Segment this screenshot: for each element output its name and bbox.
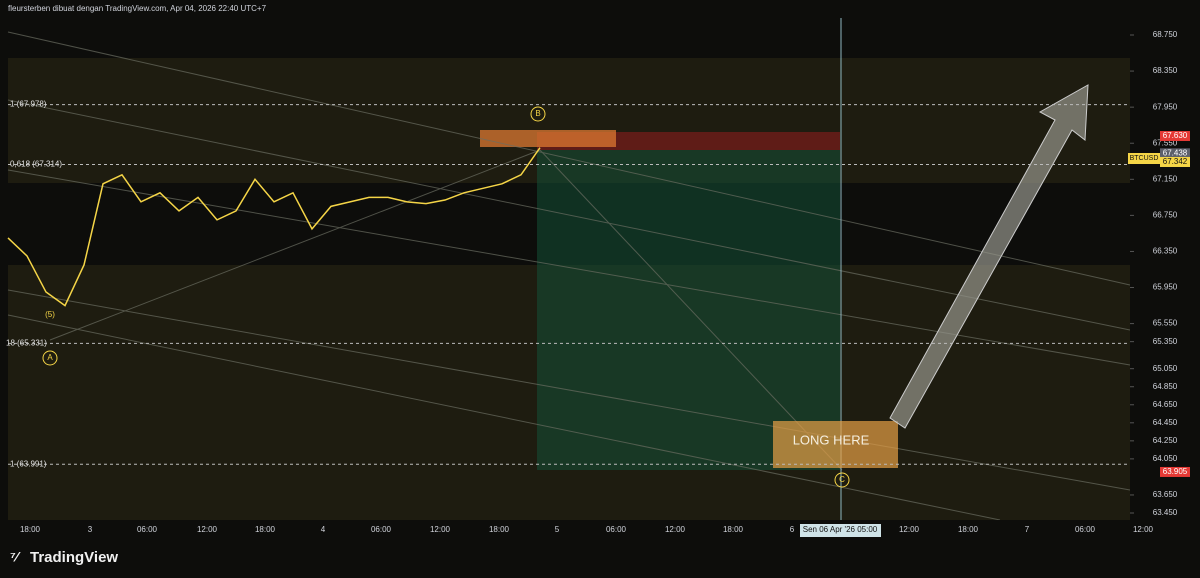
wave-label: C — [839, 475, 845, 484]
fib-label: 1 (63.991) — [10, 459, 47, 468]
price-badge — [1160, 156, 1190, 167]
time-axis — [0, 520, 1200, 578]
x-tick-label: 18:00 — [958, 525, 979, 534]
x-tick-label: 7 — [1025, 525, 1030, 534]
price-badge-label: 67.630 — [1163, 131, 1188, 140]
callout: LONG HERE — [793, 432, 870, 447]
arrow — [889, 84, 1089, 429]
wave-circle — [834, 472, 850, 488]
y-tick-label: 63.650 — [1153, 490, 1178, 499]
wave-circle — [530, 106, 546, 122]
brand-logo: ⁷⁄ — [10, 549, 21, 565]
wave-label: B — [535, 109, 540, 118]
wave-label: (5) — [45, 310, 55, 319]
y-tick-label: 65.550 — [1153, 319, 1178, 328]
x-tick-label: 12:00 — [430, 525, 451, 534]
x-tick-label: 18:00 — [255, 525, 276, 534]
wave-label: A — [47, 353, 53, 362]
fib-label: 18 (65.331) — [6, 338, 47, 347]
x-tick-label: 18:00 — [20, 525, 41, 534]
x-tick-label: 6 — [790, 525, 795, 534]
y-tick-label: 67.150 — [1153, 174, 1178, 183]
header: fleursterben dibuat dengan TradingView.c… — [8, 4, 267, 13]
y-tick-label: 67.950 — [1153, 102, 1178, 111]
y-tick-label: 64.250 — [1153, 436, 1178, 445]
target-zone — [537, 150, 840, 470]
x-tick-label: 3 — [88, 525, 93, 534]
fib-label: 0,618 (67.314) — [10, 160, 62, 169]
price-axis — [1130, 0, 1200, 578]
price-line — [7, 147, 541, 307]
crosshair-label: Sen 06 Apr '26 05:00 — [803, 525, 878, 534]
x-tick-label: 12:00 — [1133, 525, 1154, 534]
x-tick-label: 06:00 — [606, 525, 627, 534]
y-tick-label: 66.350 — [1153, 247, 1178, 256]
x-tick-label: 4 — [321, 525, 326, 534]
callout-box — [773, 421, 898, 468]
price-badge-label: 67.438 — [1163, 148, 1188, 157]
x-tick-label: 12:00 — [899, 525, 920, 534]
y-tick-label: 66.750 — [1153, 210, 1178, 219]
price-badge — [1160, 466, 1190, 477]
crosshair-badge — [800, 524, 881, 537]
symbol: BTCUSD — [1130, 155, 1159, 162]
y-tick-label: 68.750 — [1153, 30, 1178, 39]
fib-label: 1 (67.978) — [10, 100, 47, 109]
x-tick-label: 06:00 — [371, 525, 392, 534]
x-tick-label: 12:00 — [665, 525, 686, 534]
y-tick-label: 64.650 — [1153, 400, 1178, 409]
y-tick-label: 63.450 — [1153, 508, 1178, 517]
x-tick-label: 5 — [555, 525, 560, 534]
price-badge — [1160, 148, 1190, 159]
countdown: 04:25 — [1163, 164, 1181, 171]
x-tick-label: 06:00 — [1075, 525, 1096, 534]
symbol-badge — [1128, 153, 1160, 164]
x-tick-label: 12:00 — [197, 525, 218, 534]
price-badge-label: 67.342 — [1163, 157, 1188, 166]
x-tick-label: 06:00 — [137, 525, 158, 534]
y-tick-label: 64.450 — [1153, 418, 1178, 427]
y-tick-label: 64.850 — [1153, 382, 1178, 391]
y-tick-label: 68.350 — [1153, 66, 1178, 75]
x-tick-label: 18:00 — [723, 525, 744, 534]
price-badge — [1160, 131, 1190, 142]
y-tick-label: 65.950 — [1153, 283, 1178, 292]
y-tick-label: 67.550 — [1153, 138, 1178, 147]
y-tick-label: 64.050 — [1153, 454, 1178, 463]
y-tick-label: 65.350 — [1153, 337, 1178, 346]
price-badge-label: 63.905 — [1163, 467, 1188, 476]
y-tick-label: 65.050 — [1153, 364, 1178, 373]
x-tick-label: 18:00 — [489, 525, 510, 534]
entry-zone — [480, 130, 616, 147]
wave-circle — [42, 350, 58, 366]
brand: TradingView — [30, 549, 118, 566]
